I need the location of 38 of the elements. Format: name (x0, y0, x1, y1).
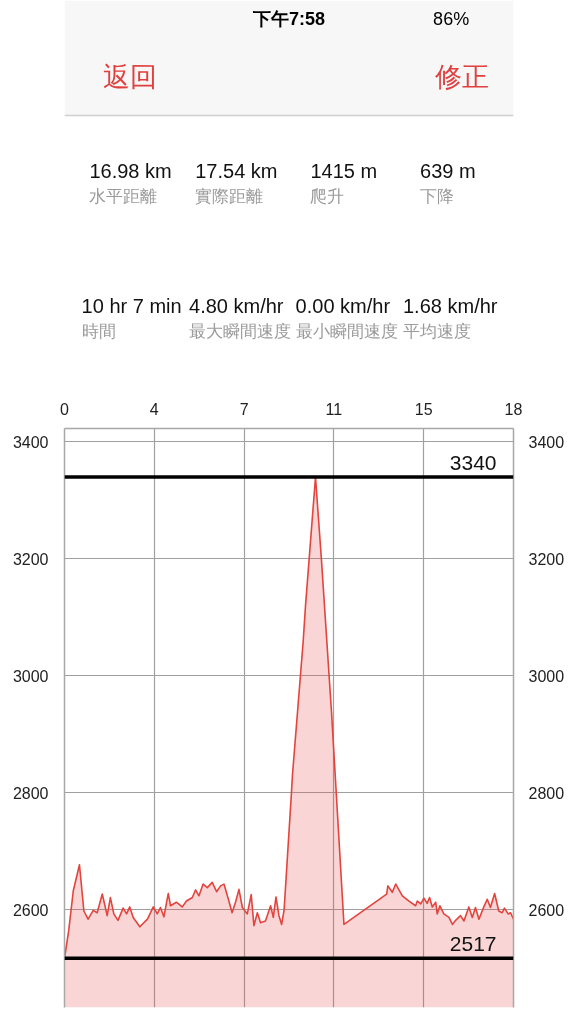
y2-tick-label: 2600 (528, 901, 565, 919)
text: 1415 m (310, 159, 378, 182)
x-tick-label: 18 (504, 400, 523, 418)
y2-tick-label: 2800 (528, 784, 565, 802)
text: 4.80 km/hr (189, 294, 284, 317)
text: 修正 (434, 61, 489, 92)
text: 最小瞬間速度 (295, 322, 398, 341)
ref-line-label: 2517 (449, 932, 497, 956)
x-tick-label: 7 (239, 400, 249, 418)
x-tick-label: 15 (414, 400, 433, 418)
text: 下降 (420, 187, 455, 206)
x-tick-label: 11 (325, 400, 343, 418)
text: 最大瞬間速度 (189, 322, 292, 341)
text: 下午7:58 (251, 8, 326, 29)
text: 平均速度 (403, 322, 471, 341)
x-tick-label: 4 (149, 400, 159, 418)
text: 0.00 km/hr (295, 294, 391, 317)
text: 639 m (420, 159, 476, 182)
text: 10 hr 7 min (81, 294, 182, 317)
text: 86% (433, 8, 470, 29)
y-tick-label: 3000 (12, 667, 49, 685)
y-tick-label: 3400 (12, 433, 49, 451)
x-tick-label: 0 (60, 400, 70, 418)
y-tick-label: 3200 (12, 550, 49, 568)
y-tick-label: 2600 (12, 901, 49, 919)
y-tick-label: 2800 (12, 784, 49, 802)
text: 1.68 km/hr (403, 294, 498, 317)
text: 返回 (103, 61, 158, 92)
text: 16.98 km (89, 159, 172, 182)
ref-line-label: 3340 (449, 451, 497, 475)
y2-tick-label: 3400 (528, 433, 565, 451)
y2-tick-label: 3200 (528, 550, 565, 568)
text: 爬升 (310, 187, 345, 206)
text: 水平距離 (89, 187, 158, 206)
y2-tick-label: 3000 (528, 667, 565, 685)
text: 17.54 km (195, 159, 278, 182)
text: 實際距離 (195, 187, 264, 206)
text: 時間 (81, 322, 116, 341)
